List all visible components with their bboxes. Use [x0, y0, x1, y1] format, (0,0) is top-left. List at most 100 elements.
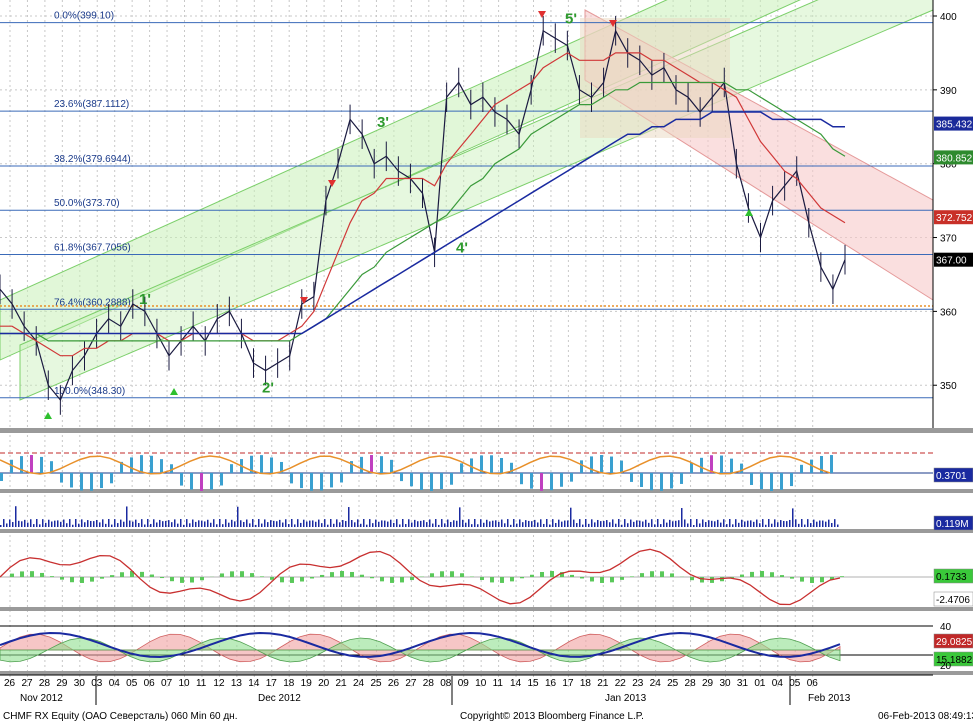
- down-marker: [538, 11, 546, 18]
- macd-bar: [320, 574, 324, 577]
- x-tick-label: 15: [528, 678, 540, 689]
- volume-bar: [207, 519, 209, 527]
- volume-bar: [831, 523, 833, 527]
- volume-bar: [462, 519, 464, 527]
- osc-bar: [270, 457, 273, 473]
- volume-bar: [522, 522, 524, 527]
- volume-bar: [15, 506, 17, 527]
- volume-bar: [237, 506, 239, 527]
- macd-bar: [440, 571, 444, 577]
- volume-bar: [516, 523, 518, 527]
- volume-bar: [423, 520, 425, 527]
- wave-labels: 1' 2' 3' 4' 5': [139, 10, 577, 396]
- osc-bar: [140, 455, 143, 473]
- volume-bar: [336, 519, 338, 527]
- volume-bar: [420, 520, 422, 527]
- osc-bar: [700, 457, 703, 473]
- macd-bar: [790, 577, 794, 579]
- sub-tag: [933, 568, 973, 584]
- x-tick-label: 03: [91, 678, 103, 689]
- volume-bar: [498, 521, 500, 527]
- x-tick-label: 19: [301, 678, 313, 689]
- osc-bar: [490, 455, 493, 473]
- volume-bar: [636, 520, 638, 527]
- volume-bar: [156, 522, 158, 527]
- volume-bar: [756, 519, 758, 527]
- wave-label: 4': [456, 239, 468, 256]
- volume-bar: [648, 522, 650, 527]
- osc-bar: [780, 473, 783, 490]
- volume-bar: [276, 521, 278, 527]
- up-marker: [44, 412, 52, 419]
- macd-bar: [70, 577, 74, 583]
- volume-bar: [234, 521, 236, 527]
- macd-bar: [740, 574, 744, 577]
- month-label: Jan 2013: [605, 693, 647, 704]
- macd-bar: [510, 577, 514, 582]
- macd-bar: [150, 574, 154, 577]
- osc-bar: [470, 458, 473, 473]
- x-tick-label: 11: [196, 678, 207, 689]
- volume-bar: [63, 519, 65, 527]
- macd-bar: [300, 577, 304, 582]
- x-tick-label: 18: [283, 678, 295, 689]
- volume-bar: [90, 520, 92, 527]
- osc-bar: [150, 455, 153, 473]
- dmi-tick-label: 40: [940, 622, 952, 633]
- osc-bar: [610, 456, 613, 473]
- macd-bar: [290, 577, 294, 583]
- macd-bar: [550, 571, 554, 577]
- osc-bar: [560, 473, 563, 487]
- volume-bar: [681, 508, 683, 527]
- volume-bar: [414, 519, 416, 527]
- osc-bar: [200, 473, 203, 491]
- volume-bar: [639, 520, 641, 527]
- macd-bar: [280, 577, 284, 583]
- volume-bar: [318, 519, 320, 527]
- up-marker: [170, 388, 178, 395]
- volume-bar: [450, 521, 452, 527]
- month-label: Feb 2013: [808, 693, 851, 704]
- volume-bar: [426, 522, 428, 527]
- osc-bar: [250, 455, 253, 473]
- up-marker: [745, 209, 753, 216]
- volume-bar: [600, 521, 602, 527]
- volume-bar: [786, 521, 788, 527]
- osc-bar: [290, 473, 293, 484]
- macd-bar: [580, 577, 584, 579]
- x-tick-label: 28: [39, 678, 51, 689]
- volume-bar: [822, 520, 824, 527]
- volume-bar: [645, 519, 647, 527]
- volume-bar: [342, 520, 344, 527]
- osc-bar: [10, 459, 13, 473]
- osc-bar: [620, 460, 623, 473]
- volume-bar: [576, 523, 578, 527]
- volume-bar: [33, 524, 35, 527]
- volume-bar: [564, 520, 566, 527]
- volume-bar: [312, 520, 314, 527]
- macd-bar: [390, 577, 394, 583]
- volume-bar: [525, 520, 527, 527]
- volume-bar: [18, 520, 20, 527]
- volume-bar: [825, 521, 827, 527]
- volume-bar: [21, 521, 23, 527]
- macd-bar: [500, 577, 504, 583]
- volume-bar: [510, 524, 512, 527]
- x-tick-label: 13: [231, 678, 243, 689]
- macd-bar: [230, 571, 234, 577]
- volume-bar: [261, 523, 263, 527]
- volume-bar: [42, 519, 44, 527]
- volume-bar: [429, 519, 431, 527]
- macd-bar: [530, 574, 534, 577]
- volume-bar: [813, 519, 815, 527]
- macd-bar: [130, 571, 134, 577]
- x-tick-label: 07: [161, 678, 173, 689]
- volume-bar: [459, 507, 461, 527]
- osc-bar: [110, 473, 113, 484]
- macd-bar: [490, 577, 494, 583]
- volume-bar: [81, 519, 83, 527]
- osc-bar: [390, 459, 393, 473]
- volume-bar: [792, 508, 794, 527]
- volume-bar: [480, 519, 482, 527]
